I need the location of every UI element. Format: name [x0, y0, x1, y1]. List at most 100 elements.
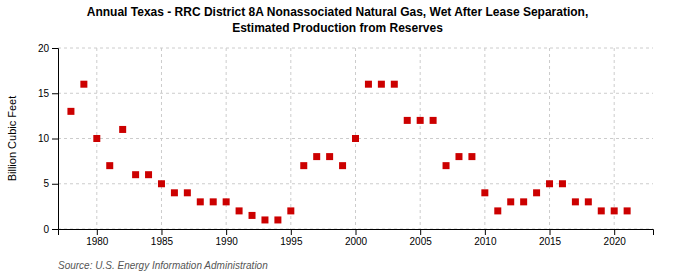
- plot-area: 1980198519901995200020052010201520200510…: [38, 43, 654, 247]
- point: [520, 198, 527, 205]
- tick-mark: [550, 229, 551, 235]
- tick-label: 2015: [539, 236, 562, 247]
- point: [223, 198, 230, 205]
- tick: 1985: [151, 229, 174, 247]
- point: [585, 198, 592, 205]
- point: [184, 189, 191, 196]
- point: [326, 153, 333, 160]
- tick: 2015: [539, 229, 562, 247]
- point: [274, 216, 281, 223]
- y-axis: 0 5 10 15 20: [38, 43, 59, 235]
- tick-label: 2000: [345, 236, 368, 247]
- point: [572, 198, 579, 205]
- tick-mark: [161, 229, 162, 235]
- grid-line: [549, 48, 550, 229]
- point: [119, 126, 126, 133]
- tick: 15: [38, 88, 58, 99]
- grid-line: [614, 48, 615, 229]
- tick-mark: [52, 229, 58, 230]
- tick-mark: [52, 48, 58, 49]
- tick-mark: [226, 229, 227, 235]
- annotation: Source: U.S. Energy Information Administ…: [58, 260, 268, 271]
- point: [313, 153, 320, 160]
- point: [67, 108, 74, 115]
- point: [93, 135, 100, 142]
- point: [404, 117, 411, 124]
- point: [365, 81, 372, 88]
- point: [611, 207, 618, 214]
- grid: [58, 48, 653, 229]
- chart: Annual Texas - RRC District 8A Nonassoci…: [0, 0, 675, 275]
- point: [430, 117, 437, 124]
- grid-line: [484, 48, 485, 229]
- tick-label: 15: [38, 88, 50, 99]
- subtitle: Estimated Production from Reserves: [232, 21, 443, 35]
- point: [546, 180, 553, 187]
- point: [171, 189, 178, 196]
- tick-mark: [291, 229, 292, 235]
- point: [249, 212, 256, 219]
- point: [106, 162, 113, 169]
- tick-mark: [614, 229, 615, 235]
- tick: 2000: [345, 229, 368, 247]
- point: [132, 171, 139, 178]
- tick-mark: [52, 184, 58, 185]
- tick: 1990: [216, 229, 239, 247]
- tick: 5: [43, 178, 58, 189]
- tick: 2020: [604, 229, 627, 247]
- point: [507, 198, 514, 205]
- tick-mark: [52, 93, 58, 94]
- tick-label: 5: [43, 178, 49, 189]
- y-axis-label: Billion Cubic Feet: [6, 96, 18, 182]
- axis-line: [52, 49, 59, 230]
- point: [494, 207, 501, 214]
- grid-line: [290, 48, 291, 229]
- point: [339, 162, 346, 169]
- tick: 2010: [474, 229, 497, 247]
- tick-label: 1985: [151, 236, 174, 247]
- tick-label: 2020: [604, 236, 627, 247]
- tick-mark: [52, 139, 58, 140]
- point: [417, 117, 424, 124]
- point: [443, 162, 450, 169]
- point: [261, 216, 268, 223]
- tick-label: 1980: [86, 236, 109, 247]
- tick-label: 2005: [410, 236, 433, 247]
- axis-line: [59, 230, 654, 236]
- tick: 0: [43, 224, 58, 235]
- point: [468, 153, 475, 160]
- tick-label: 2010: [474, 236, 497, 247]
- tick: 20: [38, 43, 58, 54]
- point: [287, 207, 294, 214]
- point: [598, 207, 605, 214]
- title: Annual Texas - RRC District 8A Nonassoci…: [87, 5, 588, 19]
- point: [533, 189, 540, 196]
- point: [145, 171, 152, 178]
- point: [378, 81, 385, 88]
- tick-mark: [420, 229, 421, 235]
- point: [391, 81, 398, 88]
- tick-label: 20: [38, 43, 50, 54]
- tick-label: 1990: [216, 236, 239, 247]
- point: [300, 162, 307, 169]
- tick-label: 10: [38, 133, 50, 144]
- tick-mark: [97, 229, 98, 235]
- tick: 10: [38, 133, 58, 144]
- tick: 1980: [86, 229, 109, 247]
- tick-mark: [485, 229, 486, 235]
- tick-mark: [356, 229, 357, 235]
- point: [559, 180, 566, 187]
- point: [210, 198, 217, 205]
- points: [67, 81, 630, 224]
- grid-line: [161, 48, 162, 229]
- point: [455, 153, 462, 160]
- x-axis: 198019851990199520002005201020152020: [59, 229, 654, 247]
- point: [352, 135, 359, 142]
- point: [236, 207, 243, 214]
- point: [481, 189, 488, 196]
- point: [197, 198, 204, 205]
- point: [158, 180, 165, 187]
- tick: 2005: [410, 229, 433, 247]
- grid-line: [420, 48, 421, 229]
- point: [624, 207, 631, 214]
